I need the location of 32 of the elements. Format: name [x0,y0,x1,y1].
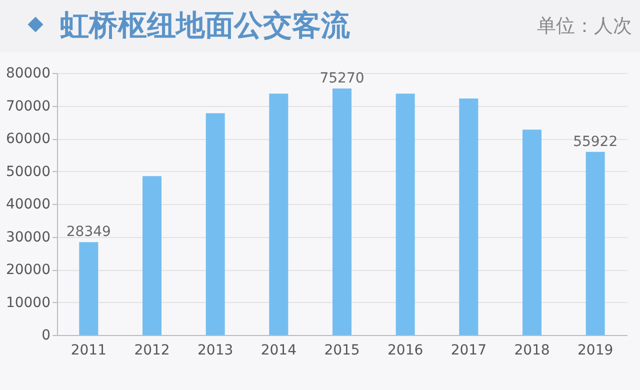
bar [396,94,415,335]
y-tick-label: 50000 [6,164,50,180]
bar [586,152,605,335]
x-tick-label: 2016 [388,342,424,358]
x-tick-label: 2018 [514,342,550,358]
y-tick-label: 80000 [6,66,50,82]
x-tick-label: 2013 [198,342,234,358]
x-tick-label: 2017 [450,342,486,358]
data-label: 75270 [320,70,364,86]
bar [522,130,542,335]
bar [459,98,478,335]
chart-title: 虹桥枢纽地面公交客流 [60,7,350,44]
bar [206,113,225,335]
y-tick-label: 20000 [6,262,50,278]
y-tick-label: 10000 [6,294,50,311]
x-tick-label: 2019 [578,342,614,358]
data-label: 55922 [573,134,618,150]
bar [79,242,98,335]
y-tick-label: 30000 [6,229,50,246]
bar [332,88,352,335]
x-tick-label: 2012 [134,342,170,358]
y-tick-label: 0 [42,328,50,344]
bar [142,176,162,335]
y-tick-label: 70000 [6,98,50,114]
x-tick-label: 2011 [70,342,106,358]
x-tick-label: 2014 [260,342,297,358]
y-tick-label: 40000 [6,196,50,212]
x-tick-label: 2015 [324,342,360,358]
bar [269,94,288,335]
y-tick-label: 60000 [6,131,50,147]
text: 单位：人次 [537,14,632,39]
data-label: 28349 [66,224,111,240]
